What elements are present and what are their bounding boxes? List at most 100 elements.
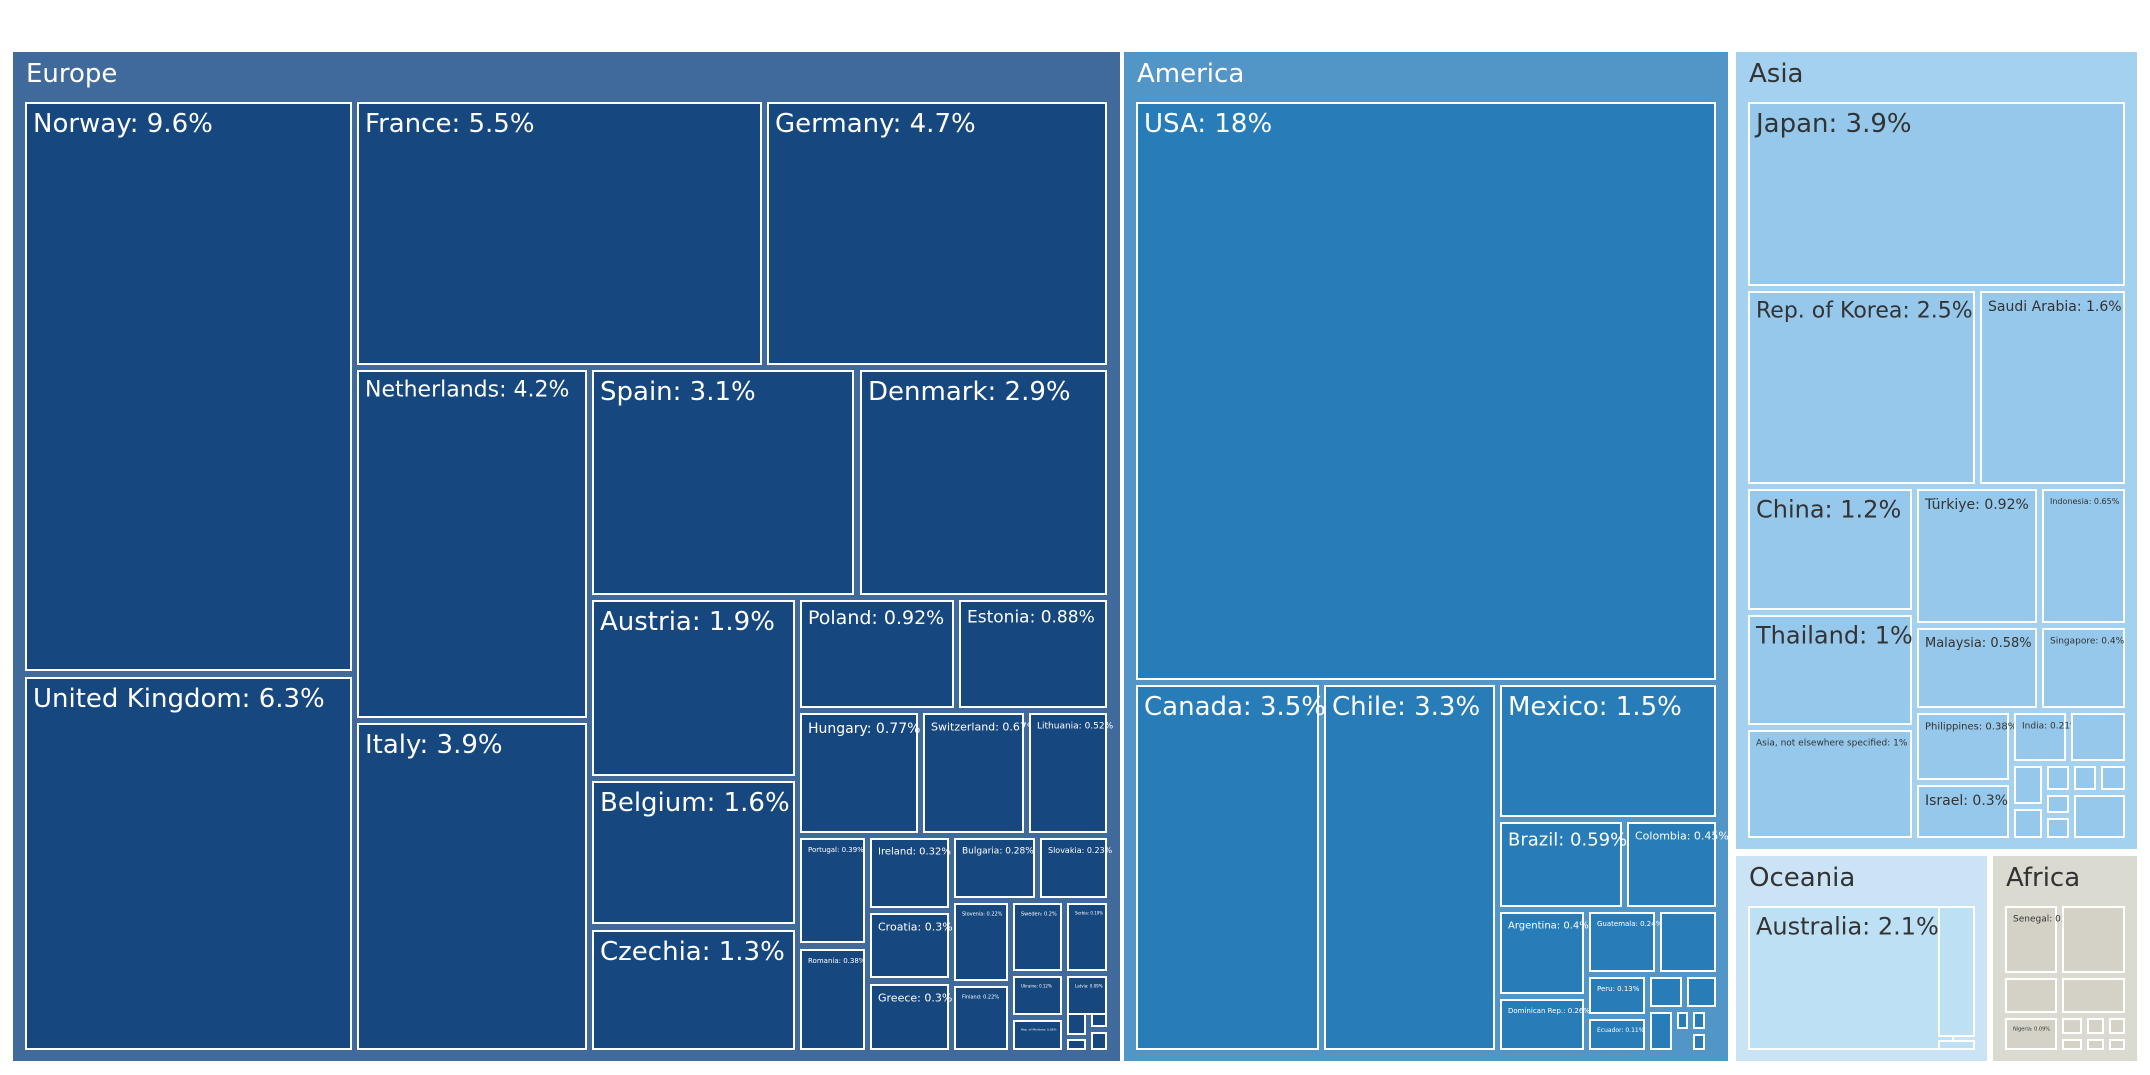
tile-label: India: 0.21% xyxy=(2022,722,2079,732)
tile-ukraine xyxy=(1013,976,1062,1015)
tile-label: Guatemala: 0.24% xyxy=(1597,920,1663,928)
tile-label: Germany: 4.7% xyxy=(775,109,976,139)
tile-finland xyxy=(954,986,1008,1050)
tile-dominican-rep xyxy=(1500,999,1584,1050)
tile-label: Netherlands: 4.2% xyxy=(365,378,569,403)
tile-asia-not-elsewhere-specified xyxy=(1748,730,1912,838)
group-label: America xyxy=(1137,59,1244,89)
tile-label: Rep. of Korea: 2.5% xyxy=(1756,299,1973,324)
tile-unlabeled-32 xyxy=(1067,1039,1086,1050)
tile-romania xyxy=(800,949,865,1050)
tile-thailand xyxy=(1748,615,1912,725)
tile-indonesia xyxy=(2042,489,2125,623)
tile-label: USA: 18% xyxy=(1144,109,1272,139)
tile-unlabeled-2 xyxy=(2005,978,2057,1013)
tile-label: Mexico: 1.5% xyxy=(1508,692,1682,722)
tile-unlabeled-19 xyxy=(2014,809,2042,838)
tile-unlabeled-1 xyxy=(2062,906,2125,973)
tile-label: Brazil: 0.59% xyxy=(1508,829,1627,850)
tile-singapore xyxy=(2042,628,2125,708)
group-africa: Africa Senegal: 0.41% Nigeria: 0.09% xyxy=(1993,856,2137,1061)
tile-label: Poland: 0.92% xyxy=(808,607,944,629)
tile-unlabeled-8 xyxy=(2062,1039,2082,1050)
tile-spain xyxy=(592,370,854,595)
tile-unlabeled-31 xyxy=(1091,1013,1107,1027)
tile-unlabeled-1 xyxy=(1938,906,1975,1037)
tile-denmark xyxy=(860,370,1107,595)
tile-poland xyxy=(800,600,954,708)
tile-unlabeled-17 xyxy=(2101,766,2125,790)
tile-label: Malaysia: 0.58% xyxy=(1925,636,2032,651)
tile-label: Finland: 0.22% xyxy=(962,994,999,1000)
tile-label: Serbia: 0.19% xyxy=(1075,910,1103,915)
tile-label: Peru: 0.13% xyxy=(1597,985,1640,993)
tile-unlabeled-14 xyxy=(2014,766,2042,804)
tile-label: Thailand: 1% xyxy=(1755,621,1913,649)
tile-unlabeled-16 xyxy=(2074,766,2096,790)
tile-label: Indonesia: 0.65% xyxy=(2050,497,2120,506)
tile-label: Lithuania: 0.52% xyxy=(1037,722,1114,732)
tile-hungary xyxy=(800,713,918,833)
tile-label: Asia, not elsewhere specified: 1% xyxy=(1756,739,1908,749)
tile-croatia xyxy=(870,913,949,978)
tile-czechia xyxy=(592,930,795,1050)
tile-label: Saudi Arabia: 1.6% xyxy=(1988,299,2122,315)
tile-label: Croatia: 0.3% xyxy=(878,920,953,933)
tile-latvia xyxy=(1067,976,1107,1015)
tile-ecuador xyxy=(1589,1019,1645,1050)
tile-label: Japan: 3.9% xyxy=(1754,109,1912,139)
tile-label: Ireland: 0.32% xyxy=(878,847,951,858)
tile-peru xyxy=(1589,977,1645,1014)
tile-saudi-arabia xyxy=(1980,291,2125,484)
tile-label: Colombia: 0.45% xyxy=(1635,829,1729,842)
tile-sweden xyxy=(1013,903,1062,971)
tile-label: Slovakia: 0.23% xyxy=(1048,846,1113,855)
tile-argentina xyxy=(1500,912,1584,994)
tile-unlabeled-5 xyxy=(2062,1018,2082,1034)
tile-unlabeled-12 xyxy=(2071,713,2125,761)
tile-unlabeled-17 xyxy=(1693,1034,1705,1050)
tile-label: China: 1.2% xyxy=(1756,495,1901,523)
tile-portugal xyxy=(800,838,865,943)
tile-unlabeled-30 xyxy=(1067,1013,1086,1035)
tile-label: Switzerland: 0.67% xyxy=(931,720,1037,733)
tile-unlabeled-33 xyxy=(1091,1032,1107,1050)
tile-unlabeled-10 xyxy=(2109,1039,2125,1050)
tile-label: Argentina: 0.4% xyxy=(1508,921,1589,932)
group-label: Asia xyxy=(1749,59,1804,89)
tile-label: Spain: 3.1% xyxy=(600,377,756,407)
tile-estonia xyxy=(959,600,1107,708)
tile-label: Chile: 3.3% xyxy=(1332,692,1480,722)
tile-china xyxy=(1748,489,1912,610)
tile-unlabeled-7 xyxy=(2109,1018,2125,1034)
tile-label: Rep. of Moldova: 0.06% xyxy=(1021,1028,1057,1032)
tile-label: Canada: 3.5% xyxy=(1144,692,1326,722)
tile-guatemala xyxy=(1589,912,1655,972)
tile-india xyxy=(2014,713,2066,761)
tile-label: Norway: 9.6% xyxy=(33,109,213,139)
tile-philippines xyxy=(1917,713,2009,780)
tile-label: United Kingdom: 6.3% xyxy=(33,684,325,714)
tile-mexico xyxy=(1500,685,1716,817)
tile-malaysia xyxy=(1917,628,2037,708)
tile-netherlands xyxy=(357,370,587,718)
tile-label: Australia: 2.1% xyxy=(1756,912,1939,940)
tile-unlabeled-15 xyxy=(2047,766,2069,790)
tile-unlabeled-15 xyxy=(1677,1012,1688,1029)
tile-label: Czechia: 1.3% xyxy=(600,937,785,967)
tile-unlabeled-11 xyxy=(1650,977,1682,1007)
tile-serbia xyxy=(1067,903,1107,971)
tile-label: Romania: 0.38% xyxy=(808,957,866,965)
tile-label: Ukraine: 0.12% xyxy=(1021,983,1052,988)
tile-label: Nigeria: 0.09% xyxy=(2013,1026,2050,1032)
tile-label: Belgium: 1.6% xyxy=(600,788,790,818)
tile-italy xyxy=(357,723,587,1050)
tile-unlabeled-16 xyxy=(1693,1012,1705,1029)
tile-greece xyxy=(870,984,949,1050)
group-label: Oceania xyxy=(1749,863,1855,893)
tile-japan xyxy=(1748,102,2125,286)
group-asia: Asia Japan: 3.9% Rep. of Korea: 2.5% Saudi … xyxy=(1736,52,2137,849)
tile-lithuania xyxy=(1029,713,1107,833)
group-label: Europe xyxy=(26,59,117,89)
